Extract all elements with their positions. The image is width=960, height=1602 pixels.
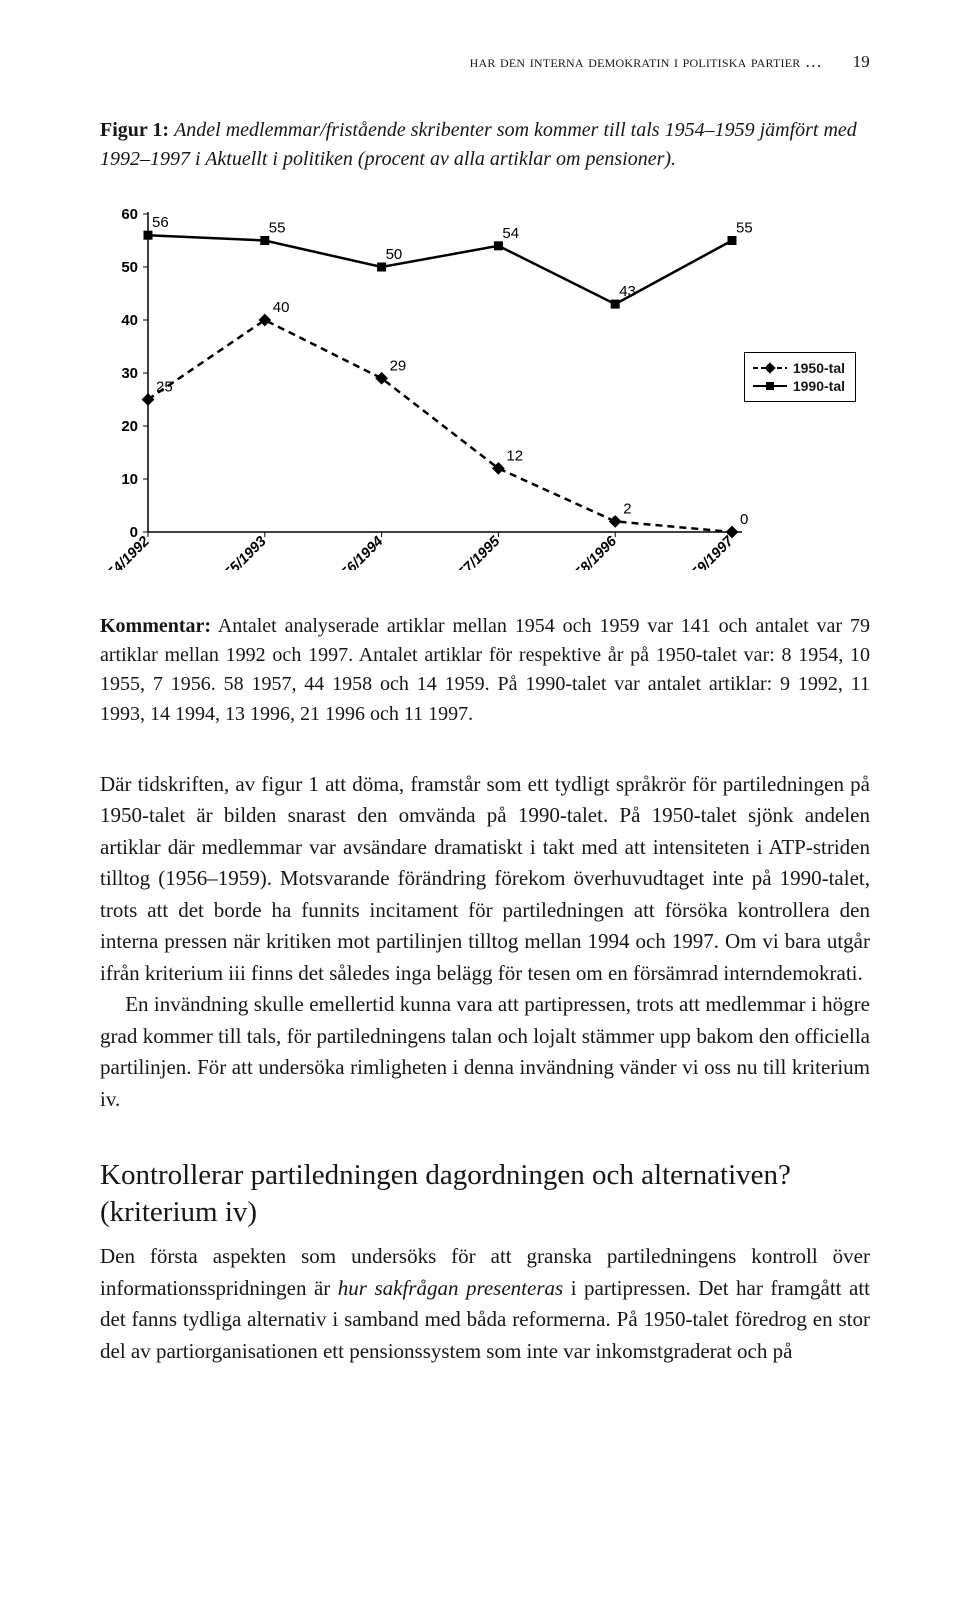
- svg-text:10: 10: [121, 471, 138, 488]
- page-number: 19: [853, 52, 870, 71]
- svg-text:60: 60: [121, 206, 138, 223]
- running-title: har den interna demokratin i politiska p…: [470, 52, 823, 71]
- italic-phrase: hur sakfrågan presenteras: [338, 1276, 563, 1300]
- figure-caption: Figur 1: Andel medlemmar/fristående skri…: [100, 116, 870, 174]
- comment-text: Antalet analyserade artiklar mellan 1954…: [100, 615, 870, 725]
- comment-label: Kommentar:: [100, 615, 211, 637]
- svg-text:43: 43: [619, 283, 636, 300]
- svg-text:1955/1993: 1955/1993: [210, 534, 270, 570]
- legend-item-1950: 1950-tal: [753, 359, 845, 377]
- svg-text:1956/1994: 1956/1994: [327, 534, 387, 570]
- svg-text:1958/1996: 1958/1996: [560, 533, 620, 570]
- svg-text:12: 12: [506, 447, 523, 464]
- svg-text:40: 40: [121, 312, 138, 329]
- figure-label: Figur 1:: [100, 119, 169, 141]
- svg-text:0: 0: [740, 511, 748, 528]
- svg-text:20: 20: [121, 418, 138, 435]
- svg-text:55: 55: [736, 220, 753, 237]
- svg-text:29: 29: [390, 357, 407, 374]
- svg-text:1957/1995: 1957/1995: [443, 533, 503, 570]
- svg-text:1954/1992: 1954/1992: [100, 534, 153, 570]
- svg-text:30: 30: [121, 365, 138, 382]
- svg-text:1959/1997: 1959/1997: [677, 533, 737, 570]
- section-heading: Kontrollerar partiledningen dagordningen…: [100, 1157, 870, 1231]
- svg-text:2: 2: [623, 500, 631, 517]
- svg-text:55: 55: [269, 220, 286, 237]
- svg-text:56: 56: [152, 214, 169, 231]
- running-head: har den interna demokratin i politiska p…: [100, 52, 870, 72]
- line-chart: 0 10 20 30 40 50 60 1954/1992 1955/1993 1956/1994…: [100, 200, 860, 570]
- legend-label: 1950-tal: [793, 359, 845, 377]
- legend-label: 1990-tal: [793, 377, 845, 395]
- svg-text:50: 50: [121, 259, 138, 276]
- svg-text:54: 54: [502, 225, 519, 242]
- svg-text:50: 50: [386, 246, 403, 263]
- legend-item-1990: 1990-tal: [753, 377, 845, 395]
- svg-text:40: 40: [273, 299, 290, 316]
- chart-legend: 1950-tal 1990-tal: [744, 352, 856, 402]
- body-paragraph-3: Den första aspekten som undersöks för at…: [100, 1241, 870, 1367]
- figure-comment: Kommentar: Antalet analyserade artiklar …: [100, 612, 870, 729]
- body-paragraph-2: En invändning skulle emellertid kunna va…: [100, 989, 870, 1115]
- svg-text:25: 25: [156, 379, 173, 396]
- figure-text: Andel medlemmar/fristående skribenter so…: [100, 119, 857, 170]
- body-paragraph-1: Där tidskriften, av figur 1 att döma, fr…: [100, 769, 870, 990]
